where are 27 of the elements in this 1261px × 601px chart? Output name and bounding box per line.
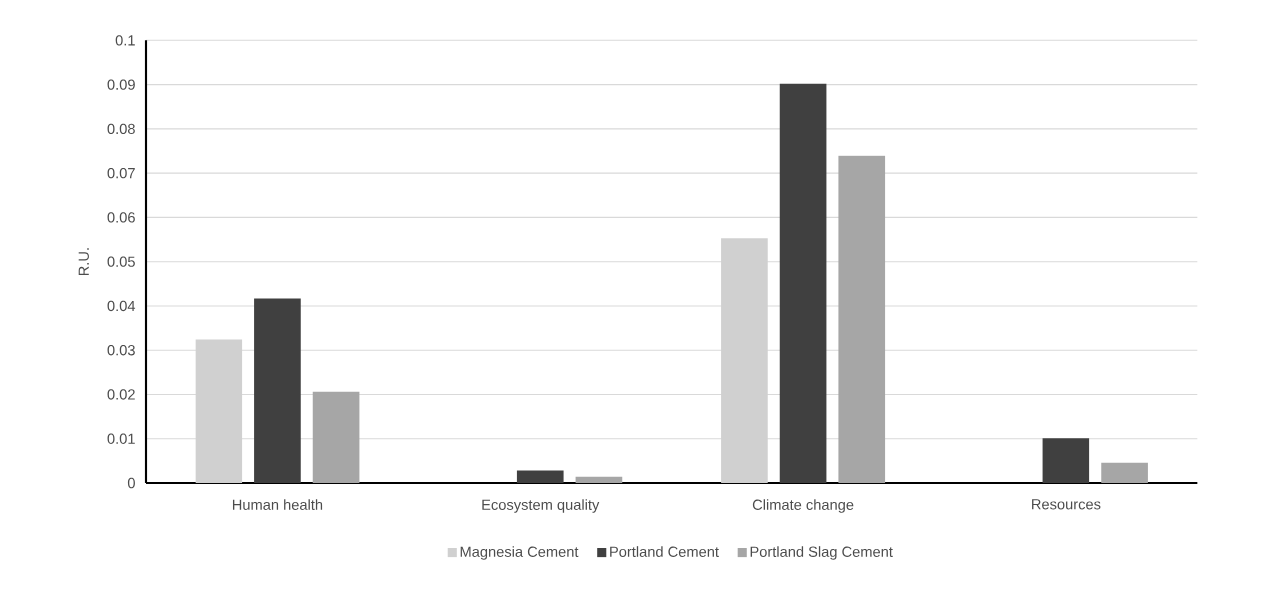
- y-tick-label: 0.02: [107, 389, 135, 400]
- legend-label: Magnesia Cement: [460, 546, 579, 560]
- y-tick-label: 0.07: [107, 167, 135, 179]
- y-tick-label: 0: [127, 477, 135, 489]
- y-tick-label: 0.06: [107, 212, 135, 223]
- x-tick-label: Climate change: [752, 499, 854, 513]
- legend-label: Portland Slag Cement: [750, 546, 893, 560]
- bar: [1042, 438, 1090, 483]
- bar: [838, 155, 886, 483]
- x-tick-label: Ecosystem quality: [482, 499, 600, 513]
- legend-label: Portland Cement: [610, 546, 719, 557]
- y-tick-label: 0.08: [107, 123, 135, 135]
- x-tick-label: Resources: [1032, 499, 1101, 510]
- bar: [575, 476, 623, 483]
- bar: [254, 298, 301, 483]
- bar: [779, 83, 827, 483]
- y-tick-label: 0.1: [115, 35, 135, 46]
- y-tick-label: 0.03: [107, 345, 135, 356]
- y-tick-label: 0.05: [107, 256, 135, 267]
- y-tick-label: 0.01: [107, 433, 135, 444]
- bar: [312, 391, 360, 483]
- x-tick-label: Human health: [232, 499, 323, 510]
- y-tick-label: 0.04: [107, 300, 136, 312]
- y-tick-label: 0.09: [107, 79, 135, 90]
- bar: [516, 470, 564, 483]
- y-axis-title: R.U.: [78, 248, 89, 276]
- bar: [1101, 462, 1148, 483]
